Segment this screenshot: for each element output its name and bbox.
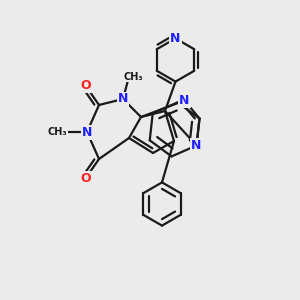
Text: N: N (118, 92, 128, 106)
Text: O: O (80, 79, 91, 92)
Text: CH₃: CH₃ (47, 127, 67, 137)
Text: CH₃: CH₃ (124, 71, 143, 82)
Text: O: O (80, 172, 91, 185)
Text: N: N (170, 32, 181, 45)
Text: N: N (191, 139, 202, 152)
Text: N: N (179, 94, 190, 107)
Text: N: N (82, 125, 92, 139)
